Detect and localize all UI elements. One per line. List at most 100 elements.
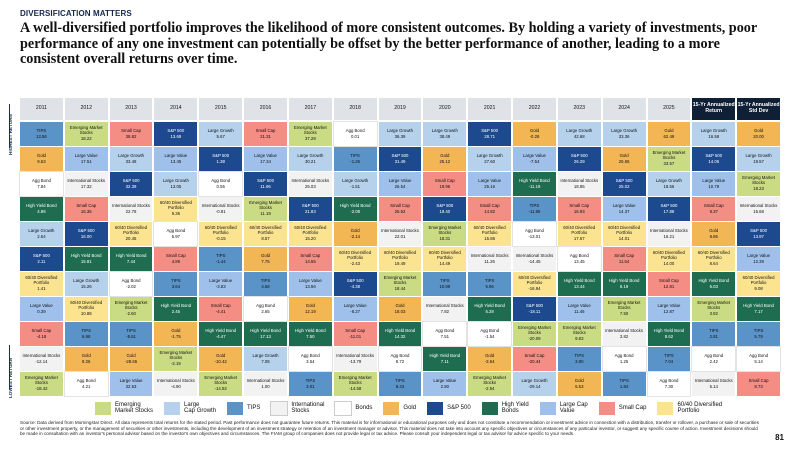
return-cell: Emerging Market Stocks -20.09 (513, 322, 556, 346)
asset-return: 2.81 (709, 333, 718, 339)
asset-name: TIPS (305, 377, 316, 383)
asset-return: 11.46 (574, 308, 585, 314)
asset-return: 12.19 (304, 308, 316, 314)
return-cell: TIPS 10.99 (423, 272, 467, 296)
asset-return: 14.01 (618, 235, 630, 241)
return-cell: Large Value 12.87 (647, 297, 691, 321)
asset-name: High Yield Bond (564, 277, 595, 283)
asset-return: 13.69 (170, 133, 182, 139)
return-cell: International Stocks 1.00 (244, 372, 287, 396)
asset-name: Agg Bond (300, 352, 320, 358)
asset-return: 5.28 (485, 308, 494, 314)
return-cell: Emerging Market Stocks 33.57 (647, 147, 691, 171)
return-cell: S&P 500 16.00 (64, 222, 108, 246)
return-cell: S&P 500 18.40 (423, 197, 467, 221)
asset-name: Large Growth (162, 177, 189, 183)
asset-name: Large Growth (476, 152, 503, 158)
return-cell: High Yield Bond 15.81 (64, 247, 108, 271)
return-cell: International Stocks 16.21 (647, 222, 691, 246)
asset-return: 15.26 (80, 283, 92, 289)
year-column: 2015 Large Growth 5.67 S&P 500 1.38 Agg Bond 0… (198, 98, 244, 396)
asset-name: Large Growth (611, 127, 638, 133)
asset-name: TIPS (215, 252, 226, 258)
asset-return: -28.65 (124, 358, 138, 364)
asset-name: Large Growth (745, 152, 772, 158)
asset-name: S&P 500 (481, 127, 499, 133)
asset-name: Small Cap (524, 352, 545, 358)
return-cell: 60/40 Diversified Portfolio 14.49 (423, 247, 467, 271)
legend-label: Bonds (355, 404, 373, 411)
return-cell: Small Cap -20.44 (513, 347, 556, 371)
asset-return: 62.49 (663, 133, 675, 139)
asset-return: 25.12 (439, 158, 451, 164)
asset-name: International Stocks (157, 377, 195, 383)
column-header: 2019 (378, 98, 422, 120)
asset-return: -7.54 (529, 158, 540, 164)
legend-label: High Yield Bonds (501, 401, 529, 414)
asset-return: 15.86 (484, 235, 496, 241)
asset-return: -8.27 (350, 308, 361, 314)
asset-name: 60/40 Diversified Portfolio (249, 225, 282, 236)
legend-swatch (383, 401, 400, 415)
return-cell: Agg Bond 7.84 (19, 171, 64, 197)
legend-item: S&P 500 (427, 401, 471, 415)
asset-return: 13.45 (170, 158, 182, 164)
return-cell: TIPS 5.96 (468, 272, 512, 296)
return-cell: Emerging Market Stocks -14.92 (199, 372, 243, 396)
legend-label: Gold (403, 404, 417, 411)
return-cell: Agg Bond 2.42 (691, 346, 737, 372)
asset-return: 13.45 (573, 258, 585, 264)
return-cell: International Stocks 22.78 (109, 197, 153, 221)
asset-return: 5.97 (171, 233, 181, 239)
asset-name: Agg Bond (704, 352, 724, 358)
return-cell: Agg Bond 1.25 (601, 346, 647, 372)
asset-return: -1.51 (350, 183, 361, 189)
asset-return: 0.39 (37, 308, 46, 314)
asset-return: 7.84 (37, 183, 46, 189)
return-cell: Agg Bond 13.45 (556, 246, 602, 272)
asset-return: -20.44 (528, 358, 541, 364)
asset-name: Large Value (702, 177, 726, 183)
asset-return: -2.02 (126, 283, 136, 289)
asset-return: 16.93 (573, 208, 585, 214)
asset-name: Large Value (209, 277, 233, 283)
asset-name: 60/40 Diversified Portfolio (518, 275, 551, 286)
asset-return: -1.44 (215, 258, 226, 264)
return-cell: 60/40 Diversified Portfolio 19.49 (378, 247, 422, 271)
asset-return: 4.89 (171, 258, 181, 264)
asset-name: Gold (171, 327, 181, 333)
asset-name: International Stocks (515, 252, 554, 258)
asset-return: 7.50 (619, 310, 629, 316)
asset-return: -0.28 (529, 133, 540, 139)
asset-return: 11.19 (260, 210, 271, 216)
asset-name: High Yield Bond (653, 327, 685, 333)
asset-return: 2.64 (37, 233, 46, 239)
asset-return: 2.80 (440, 383, 449, 389)
asset-return: 9.83 (575, 335, 584, 341)
column-header: 2014 (154, 98, 198, 120)
asset-name: Large Growth (655, 177, 682, 183)
asset-return: 4.98 (37, 208, 46, 214)
return-cell: Large Value 26.54 (378, 172, 422, 196)
asset-name: S&P 500 (346, 277, 364, 283)
asset-name: Large Value (343, 302, 367, 308)
asset-return: 18.22 (80, 135, 92, 141)
asset-return: 5.14 (709, 383, 718, 389)
asset-name: TIPS (619, 377, 629, 383)
asset-name: Small Cap (31, 327, 52, 333)
legend-item: Large Cap Growth (164, 401, 216, 415)
legend-swatch (227, 401, 244, 415)
asset-name: Agg Bond (211, 177, 231, 183)
return-cell: Small Cap 14.82 (468, 197, 512, 221)
asset-name: International Stocks (470, 252, 509, 258)
return-cell: TIPS 2.81 (692, 322, 736, 346)
asset-return: -3.83 (215, 283, 226, 289)
return-cell: S&P 500 1.38 (199, 147, 243, 171)
return-cell: Small Cap -11.01 (333, 322, 377, 346)
asset-return: 27.60 (484, 158, 496, 164)
return-cell: S&P 500 26.29 (557, 147, 601, 171)
column-header: 2013 (109, 98, 153, 120)
asset-name: Small Cap (569, 202, 590, 208)
return-cell: Large Growth 42.68 (557, 122, 601, 146)
return-cell: Agg Bond -2.02 (108, 271, 154, 297)
